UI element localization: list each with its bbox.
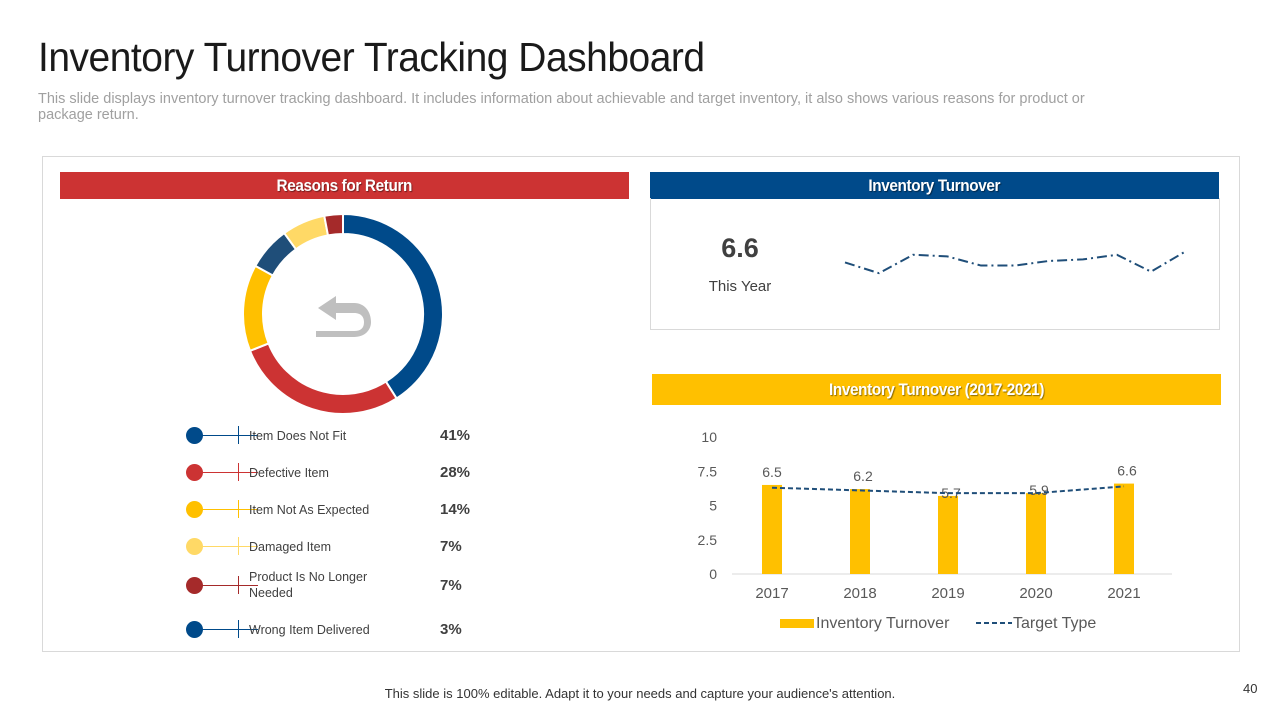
bar-data-label: 6.6 <box>1117 463 1137 479</box>
bar-2017 <box>762 484 782 574</box>
legend-marker-icon <box>186 501 203 518</box>
kpi-label: This Year <box>708 278 772 295</box>
legend-tick <box>238 463 239 481</box>
x-tick-label: 2021 <box>1107 585 1140 602</box>
sparkline-series <box>844 250 1186 275</box>
target-line <box>771 485 1125 495</box>
legend-tick <box>238 537 239 555</box>
bar-2019 <box>938 495 958 574</box>
legend-label: Item Not As Expected <box>249 503 370 517</box>
legend-marker-icon <box>186 621 203 638</box>
legend-bar-swatch <box>780 619 814 628</box>
reasons-donut-chart <box>242 212 444 415</box>
donut-slice-product-is-no-longer-needed <box>323 212 344 237</box>
legend-percent: 28% <box>440 464 471 481</box>
bar-data-label: 6.2 <box>853 468 873 484</box>
legend-connector <box>202 435 258 436</box>
legend-connector <box>202 585 258 586</box>
y-tick-label: 2.5 <box>698 532 718 548</box>
legend-label: Damaged Item <box>249 540 331 554</box>
x-tick-label: 2017 <box>755 585 788 602</box>
legend-item: Item Not As Expected 14% <box>180 499 500 535</box>
legend-label: Defective Item <box>249 466 329 480</box>
turnover-header: Inventory Turnover <box>650 172 1219 199</box>
donut-slice-item-not-as-expected <box>242 264 275 353</box>
turnover-kpi-box <box>650 198 1220 330</box>
legend-percent: 41% <box>440 427 471 444</box>
legend-percent: 3% <box>440 621 462 638</box>
legend-label: Wrong Item Delivered <box>249 623 370 637</box>
reasons-header-label: Reasons for Return <box>276 176 413 195</box>
bar-2020 <box>1026 493 1046 574</box>
y-tick-label: 7.5 <box>698 463 718 479</box>
bar-data-label: 5.9 <box>1029 482 1049 498</box>
legend-connector <box>202 629 258 630</box>
y-tick-label: 0 <box>709 566 717 582</box>
legend-item: Wrong Item Delivered 3% <box>180 619 500 655</box>
return-arrow-icon <box>316 296 371 337</box>
bar-2018 <box>850 489 870 574</box>
legend-tick <box>238 500 239 518</box>
legend-item: Product Is No Longer Needed 7% <box>180 568 500 604</box>
legend-marker-icon <box>186 577 203 594</box>
turnover-chart-header-label: Inventory Turnover (2017-2021) <box>828 380 1045 399</box>
turnover-bar-chart: 02.557.5106.520176.220185.720195.920206.… <box>698 429 1172 632</box>
legend-percent: 7% <box>440 538 462 555</box>
legend-connector <box>202 546 258 547</box>
page-number: 40 <box>1243 681 1258 696</box>
legend-bar-label: Inventory Turnover <box>816 615 950 632</box>
legend-line-label: Target Type <box>1013 615 1096 632</box>
legend-item: Item Does Not Fit 41% <box>180 425 500 461</box>
legend-marker-icon <box>186 538 203 555</box>
reasons-header: Reasons for Return <box>60 172 629 199</box>
legend-item: Damaged Item 7% <box>180 536 500 572</box>
legend-tick <box>238 620 239 638</box>
kpi-value: 6.6 <box>721 233 759 263</box>
dashboard-panel <box>42 156 1240 652</box>
x-tick-label: 2019 <box>931 585 964 602</box>
legend-item: Defective Item 28% <box>180 462 500 498</box>
legend-marker-icon <box>186 427 203 444</box>
legend-connector <box>202 509 258 510</box>
turnover-chart-header: Inventory Turnover (2017-2021) <box>652 374 1221 405</box>
bar-data-label: 6.5 <box>762 464 782 480</box>
legend-label: Item Does Not Fit <box>249 429 347 443</box>
legend-label: Product Is No Longer Needed <box>249 570 368 600</box>
page-subtitle: This slide displays inventory turnover t… <box>38 91 1085 123</box>
y-tick-label: 10 <box>701 429 717 445</box>
bar-2021 <box>1114 483 1134 574</box>
legend-connector <box>202 472 258 473</box>
x-tick-label: 2020 <box>1019 585 1052 602</box>
legend-marker-icon <box>186 464 203 481</box>
turnover-sparkline <box>844 250 1186 275</box>
legend-percent: 7% <box>440 577 462 594</box>
legend-tick <box>238 426 239 444</box>
footer-note: This slide is 100% editable. Adapt it to… <box>384 686 896 701</box>
x-tick-label: 2018 <box>843 585 876 602</box>
legend-tick <box>238 576 239 594</box>
y-tick-label: 5 <box>709 498 717 514</box>
donut-slice-defective-item <box>248 342 398 415</box>
turnover-header-label: Inventory Turnover <box>868 176 1001 195</box>
page-title: Inventory Turnover Tracking Dashboard <box>38 34 705 80</box>
legend-percent: 14% <box>440 501 471 518</box>
